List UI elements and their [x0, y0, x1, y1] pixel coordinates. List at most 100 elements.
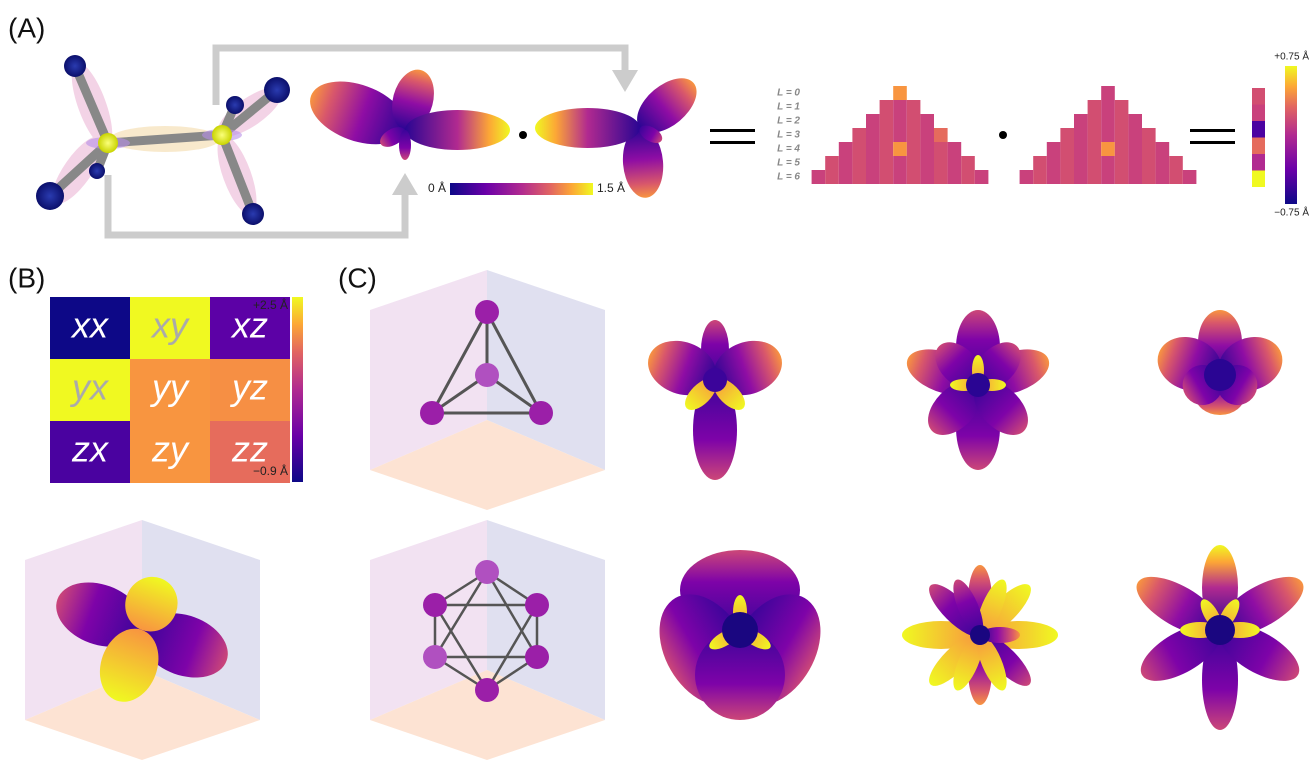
l-label: L = 3 [777, 130, 800, 141]
heatmap-cell [1060, 156, 1074, 170]
heatmap-cell [920, 142, 934, 156]
vector-cell [1252, 104, 1265, 121]
heatmap-cell [1046, 170, 1061, 184]
matrix-label: zy [151, 429, 190, 470]
heatmap-cell [1142, 170, 1156, 184]
heatmap-cell [825, 170, 839, 184]
heatmap-cell [866, 114, 880, 128]
lobe [695, 630, 785, 720]
panel-label: (C) [338, 262, 377, 293]
heatmap-cell [838, 170, 853, 184]
node [475, 300, 499, 324]
lobe [953, 634, 984, 691]
lobe [639, 125, 663, 143]
heatmap-cell [1060, 128, 1074, 142]
heatmap-cell [934, 156, 948, 170]
heatmap-cell [893, 128, 907, 142]
heatmap-cell [893, 156, 907, 170]
lobe [99, 628, 159, 702]
operators [519, 129, 1235, 144]
arrows [104, 44, 629, 239]
lobe [1202, 630, 1238, 730]
colorbar [1285, 66, 1297, 204]
heatmap-cell [1060, 142, 1074, 156]
matrix-label: xx [70, 305, 110, 346]
edge [485, 571, 539, 658]
heatmap-cell [1155, 156, 1170, 170]
heatmap-cell [906, 142, 921, 156]
lobe [637, 78, 697, 133]
colorbar-label: 0 Å [428, 180, 446, 195]
node [525, 645, 549, 669]
node [475, 678, 499, 702]
core [722, 612, 758, 648]
heatmap-cell [893, 170, 907, 184]
core [1205, 615, 1235, 645]
heatmap-cell [852, 128, 866, 142]
lobe [140, 613, 228, 678]
heatmap-cell [1074, 156, 1088, 170]
heatmap-cell [1169, 170, 1183, 184]
heatmap-cell [1114, 128, 1129, 142]
heatmap-cell [1101, 86, 1115, 100]
heatmap-cell [1101, 170, 1115, 184]
heatmap-cell [1101, 128, 1115, 142]
l-label: L = 0 [777, 88, 800, 99]
lobe [622, 127, 664, 198]
l-label: L = 2 [777, 116, 800, 127]
lobe [535, 108, 640, 148]
heatmap-cell [879, 170, 894, 184]
heatmap-cell [852, 170, 866, 184]
matrix-cell [210, 421, 290, 483]
heatmap-cell [866, 142, 880, 156]
matrix-label: zx [71, 429, 110, 470]
colorbar-label: −0.9 Å [253, 463, 288, 478]
matrix-label: yx [69, 367, 110, 408]
heatmap-cell [1074, 114, 1088, 128]
heatmap-cell [1074, 142, 1088, 156]
panel-label: (A) [8, 12, 45, 43]
cube-face [370, 270, 487, 470]
heatmap-cell [879, 100, 894, 114]
matrix-cell [130, 297, 210, 359]
heatmap-cell [1128, 128, 1142, 142]
heatmap-cell [1142, 128, 1156, 142]
heatmap-cell [1101, 100, 1115, 114]
heatmap-cell [1060, 170, 1074, 184]
edge [430, 311, 489, 414]
matrix-cell [130, 421, 210, 483]
lobe [976, 634, 1007, 691]
heatmap-cell [1114, 142, 1129, 156]
heatmap-cell [1114, 156, 1129, 170]
heatmap-cell [1128, 142, 1142, 156]
heatmap-cell [906, 128, 921, 142]
lobe [399, 130, 411, 160]
heatmap-cell [866, 156, 880, 170]
heatmap-cell [866, 128, 880, 142]
lobe [1218, 624, 1300, 681]
heatmap-cell [1101, 156, 1115, 170]
heatmap-cell [1087, 114, 1102, 128]
heatmap-cell [1087, 100, 1102, 114]
edge [485, 311, 543, 414]
heatmap-cell [893, 142, 907, 156]
panel-label: (B) [8, 262, 45, 293]
heatmap-cell [1019, 170, 1034, 184]
core [970, 625, 990, 645]
heatmap-cell [974, 170, 989, 184]
heatmap-cell [1033, 170, 1047, 184]
heatmap-cell [1101, 142, 1115, 156]
heatmap-cell [1128, 156, 1142, 170]
matrix-label: xy [150, 305, 190, 346]
lobe [1136, 576, 1222, 636]
heatmap-cell [838, 142, 853, 156]
vector-cell [1252, 137, 1265, 154]
heatmap-cell [1074, 170, 1088, 184]
heatmap-cell [1128, 114, 1142, 128]
heatmap-cell [866, 170, 880, 184]
matrix-label: yy [149, 367, 190, 408]
node [475, 560, 499, 584]
colorbar [292, 297, 303, 482]
heatmap-cell [1087, 128, 1102, 142]
heatmap-cell [906, 170, 921, 184]
